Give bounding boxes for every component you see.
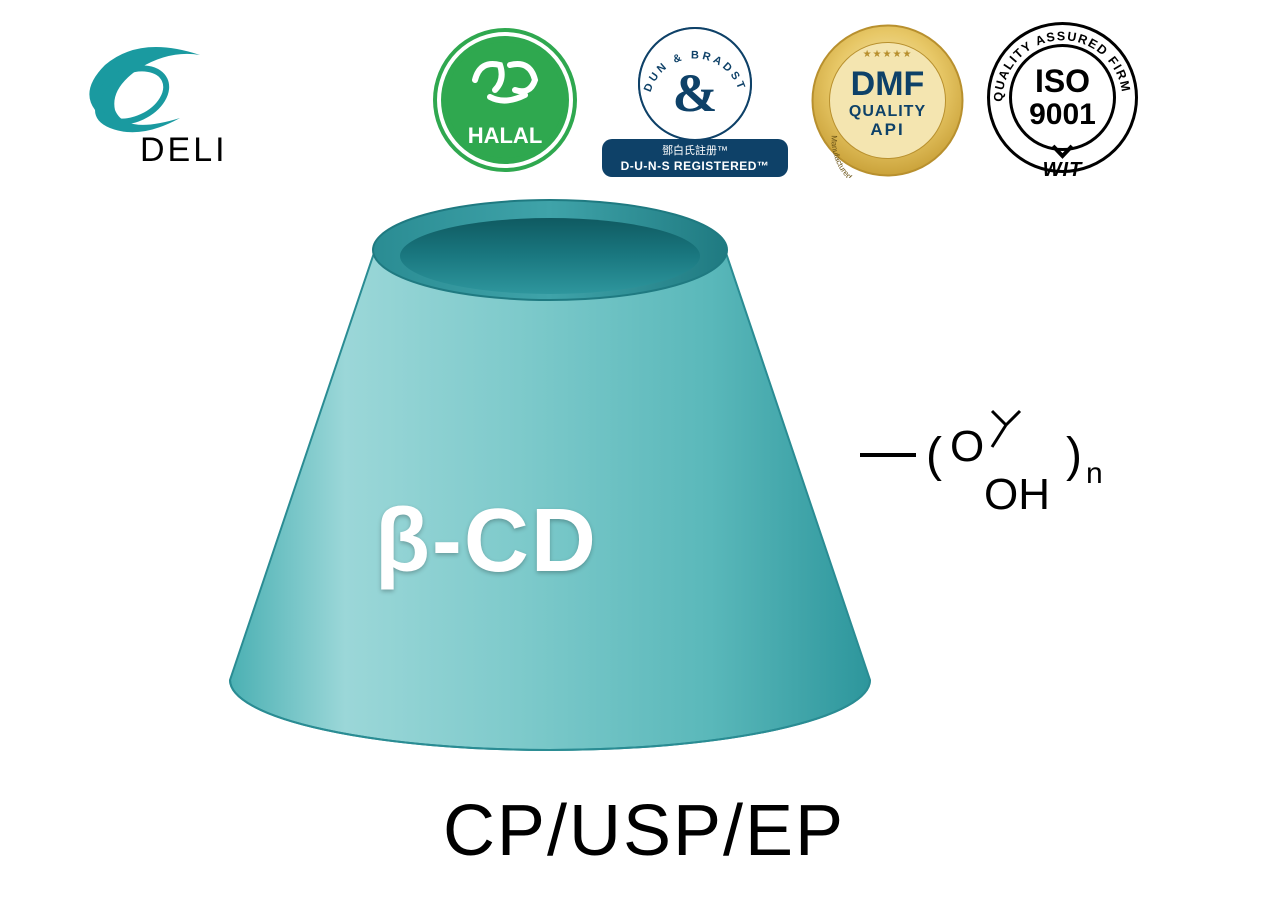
certification-badges: HALAL DUN & BRADSTREET & 鄧白氏註册™ D-U-N-S … <box>430 20 1140 180</box>
svg-text:ISO: ISO <box>1035 63 1090 99</box>
svg-text:(: ( <box>926 429 942 482</box>
svg-text:★★★★★: ★★★★★ <box>863 49 913 60</box>
product-label: β-CD <box>375 490 598 593</box>
svg-text:HALAL: HALAL <box>468 123 543 148</box>
svg-text:OH: OH <box>984 470 1050 519</box>
svg-text:O: O <box>950 422 984 471</box>
duns-icon: DUN & BRADSTREET & 鄧白氏註册™ D-U-N-S REGIST… <box>600 23 790 178</box>
svg-text:WIT: WIT <box>1043 159 1083 180</box>
svg-text:D-U-N-S REGISTERED™: D-U-N-S REGISTERED™ <box>621 159 770 173</box>
standards-caption: CP/USP/EP <box>0 790 1288 872</box>
dmf-icon: ★★★★★ DMF QUALITY API Manufactured with … <box>810 23 965 178</box>
formula-icon: ( O OH ) n <box>860 405 1160 535</box>
svg-text:API: API <box>870 120 904 139</box>
svg-text:鄧白氏註册™: 鄧白氏註册™ <box>662 143 728 157</box>
svg-text:&: & <box>673 63 718 123</box>
duns-badge: DUN & BRADSTREET & 鄧白氏註册™ D-U-N-S REGIST… <box>600 23 790 178</box>
chemical-formula: ( O OH ) n <box>860 405 1160 545</box>
svg-text:9001: 9001 <box>1029 98 1096 131</box>
svg-text:n: n <box>1086 457 1103 490</box>
halal-badge: HALAL <box>430 25 580 175</box>
svg-text:DMF: DMF <box>851 65 925 103</box>
brand-logo: DELI <box>70 40 270 170</box>
halal-icon: HALAL <box>430 25 580 175</box>
iso-badge: QUALITY ASSURED FIRM ISO 9001 WIT <box>985 20 1140 180</box>
iso-icon: QUALITY ASSURED FIRM ISO 9001 WIT <box>985 20 1140 180</box>
svg-text:QUALITY: QUALITY <box>849 103 926 120</box>
svg-text:): ) <box>1066 429 1082 482</box>
dmf-badge: ★★★★★ DMF QUALITY API Manufactured with … <box>810 23 965 178</box>
